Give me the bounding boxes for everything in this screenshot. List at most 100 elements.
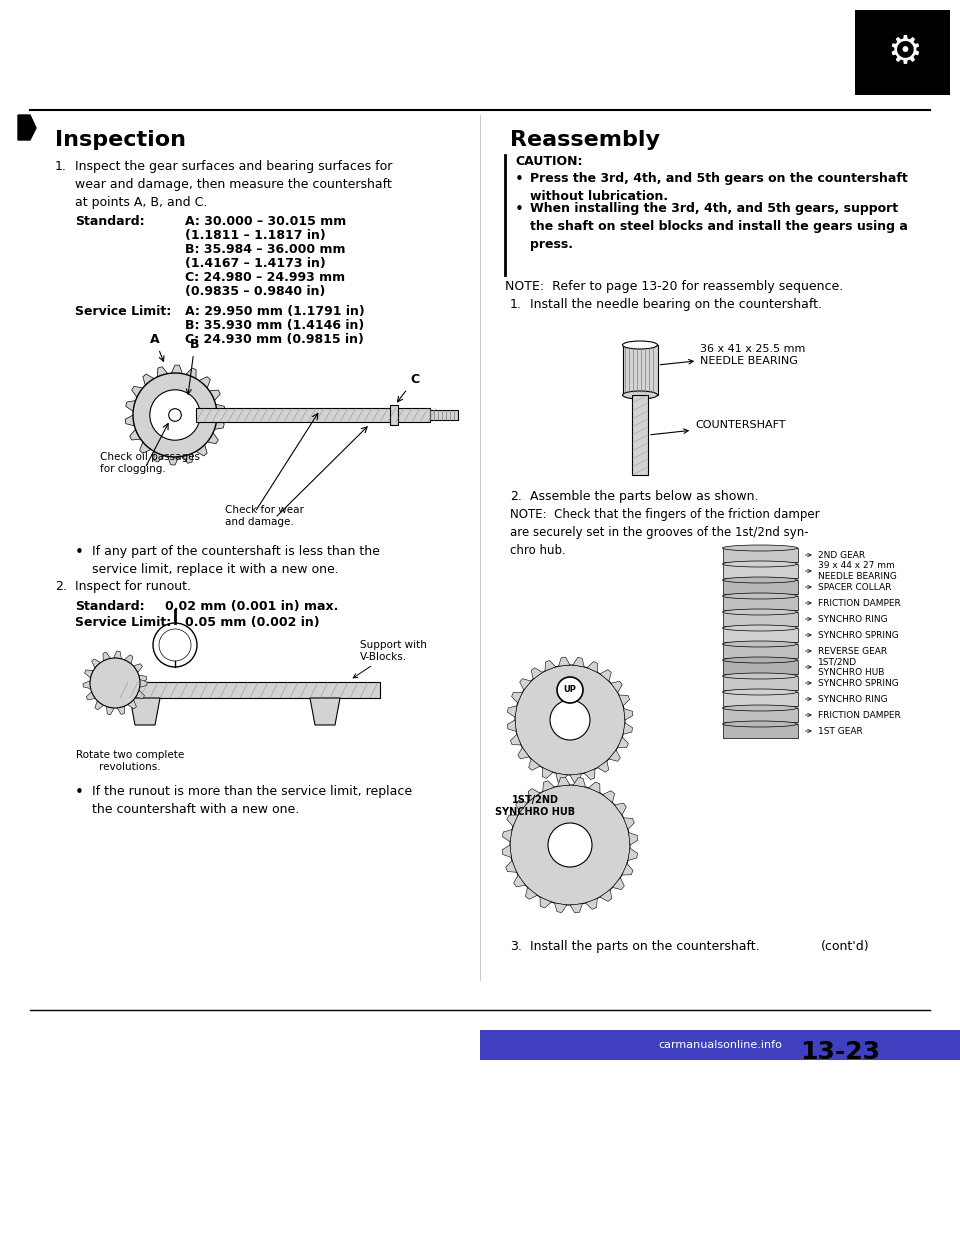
- Text: B: 35.930 mm (1.4146 in): B: 35.930 mm (1.4146 in): [185, 319, 364, 332]
- Polygon shape: [558, 777, 570, 786]
- Text: Rotate two complete
revolutions.: Rotate two complete revolutions.: [76, 750, 184, 771]
- Ellipse shape: [622, 342, 658, 349]
- Text: (1.1811 – 1.1817 in): (1.1811 – 1.1817 in): [185, 229, 325, 242]
- Text: SYNCHRO SPRING: SYNCHRO SPRING: [805, 631, 899, 640]
- Text: B: 35.984 – 36.000 mm: B: 35.984 – 36.000 mm: [185, 243, 346, 256]
- Polygon shape: [86, 692, 95, 700]
- Polygon shape: [628, 848, 637, 861]
- Text: Inspect the gear surfaces and bearing surfaces for
wear and damage, then measure: Inspect the gear surfaces and bearing su…: [75, 160, 393, 209]
- Polygon shape: [117, 705, 125, 714]
- Text: SYNCHRO RING: SYNCHRO RING: [805, 615, 887, 623]
- Polygon shape: [139, 679, 147, 687]
- Polygon shape: [154, 451, 164, 462]
- Text: CAUTION:: CAUTION:: [515, 155, 583, 168]
- Text: •: •: [75, 785, 84, 800]
- Ellipse shape: [723, 609, 798, 615]
- Polygon shape: [617, 737, 629, 748]
- Ellipse shape: [723, 578, 798, 582]
- Bar: [196, 409, 430, 422]
- Text: Service Limit:: Service Limit:: [75, 306, 171, 318]
- Polygon shape: [502, 830, 512, 842]
- Ellipse shape: [723, 561, 798, 568]
- Text: Service Limit:: Service Limit:: [75, 616, 171, 628]
- Polygon shape: [511, 734, 521, 745]
- Bar: [723, 596, 798, 610]
- Text: Press the 3rd, 4th, and 5th gears on the countershaft
without lubrication.: Press the 3rd, 4th, and 5th gears on the…: [530, 171, 908, 202]
- Polygon shape: [139, 442, 151, 453]
- Circle shape: [557, 677, 583, 703]
- Bar: [723, 564, 798, 578]
- Text: 2.: 2.: [55, 580, 67, 592]
- Bar: [723, 612, 798, 626]
- Polygon shape: [130, 430, 140, 440]
- Polygon shape: [540, 897, 551, 908]
- Text: 2ND GEAR: 2ND GEAR: [805, 550, 865, 559]
- Text: (1.4167 – 1.4173 in): (1.4167 – 1.4173 in): [185, 257, 325, 270]
- Polygon shape: [570, 774, 582, 782]
- Text: 1ST/2ND
SYNCHRO HUB: 1ST/2ND SYNCHRO HUB: [805, 657, 884, 677]
- Polygon shape: [171, 365, 182, 374]
- Bar: [723, 708, 798, 722]
- Polygon shape: [531, 668, 542, 679]
- Text: 13-23: 13-23: [800, 1040, 880, 1064]
- Polygon shape: [310, 698, 340, 725]
- Text: FRICTION DAMPER: FRICTION DAMPER: [805, 599, 900, 607]
- Bar: [430, 410, 458, 420]
- Polygon shape: [214, 419, 225, 430]
- Polygon shape: [600, 889, 612, 902]
- Circle shape: [515, 664, 625, 775]
- Polygon shape: [182, 453, 193, 463]
- Circle shape: [548, 823, 592, 867]
- Polygon shape: [91, 658, 101, 668]
- Circle shape: [90, 658, 140, 708]
- Polygon shape: [612, 878, 624, 889]
- Ellipse shape: [723, 673, 798, 679]
- Ellipse shape: [723, 722, 798, 727]
- Text: 1ST/2ND
SYNCHRO HUB: 1ST/2ND SYNCHRO HUB: [495, 795, 575, 816]
- Polygon shape: [199, 376, 210, 388]
- Bar: [622, 345, 658, 395]
- Text: UP: UP: [564, 686, 576, 694]
- Text: carmanualsonline.info: carmanualsonline.info: [658, 1040, 782, 1049]
- Polygon shape: [556, 773, 567, 782]
- Text: Reassembly: Reassembly: [510, 130, 660, 150]
- Polygon shape: [512, 692, 522, 703]
- Polygon shape: [126, 401, 135, 411]
- Text: •: •: [515, 171, 524, 188]
- Polygon shape: [130, 698, 160, 725]
- Text: A: 29.950 mm (1.1791 in): A: 29.950 mm (1.1791 in): [185, 306, 365, 318]
- Text: If any part of the countershaft is less than the
service limit, replace it with : If any part of the countershaft is less …: [92, 545, 380, 576]
- Polygon shape: [507, 720, 516, 732]
- Bar: [723, 628, 798, 642]
- Polygon shape: [603, 791, 614, 802]
- Bar: [632, 395, 648, 474]
- Polygon shape: [573, 777, 586, 787]
- Text: (0.9835 – 0.9840 in): (0.9835 – 0.9840 in): [185, 284, 325, 298]
- Polygon shape: [623, 723, 633, 734]
- Text: 1.: 1.: [55, 160, 67, 173]
- Polygon shape: [573, 657, 585, 667]
- Polygon shape: [168, 456, 179, 465]
- Circle shape: [159, 628, 191, 661]
- Ellipse shape: [723, 592, 798, 599]
- Text: Install the needle bearing on the countershaft.: Install the needle bearing on the counte…: [530, 298, 822, 310]
- Text: Standard:: Standard:: [75, 600, 145, 614]
- Text: C: 24.930 mm (0.9815 in): C: 24.930 mm (0.9815 in): [185, 333, 364, 347]
- Polygon shape: [207, 432, 218, 443]
- Text: COUNTERSHAFT: COUNTERSHAFT: [651, 420, 785, 435]
- Polygon shape: [570, 904, 583, 913]
- Bar: [723, 692, 798, 705]
- Polygon shape: [125, 415, 134, 426]
- Polygon shape: [529, 759, 540, 770]
- Text: (cont'd): (cont'd): [822, 940, 870, 953]
- Bar: [390, 405, 398, 425]
- Polygon shape: [135, 691, 144, 698]
- Text: REVERSE GEAR: REVERSE GEAR: [805, 647, 887, 656]
- Polygon shape: [113, 651, 122, 658]
- Polygon shape: [143, 374, 154, 385]
- Polygon shape: [514, 876, 525, 887]
- Text: ⚙: ⚙: [888, 34, 923, 71]
- Polygon shape: [128, 699, 136, 709]
- Circle shape: [153, 623, 197, 667]
- Polygon shape: [84, 669, 93, 678]
